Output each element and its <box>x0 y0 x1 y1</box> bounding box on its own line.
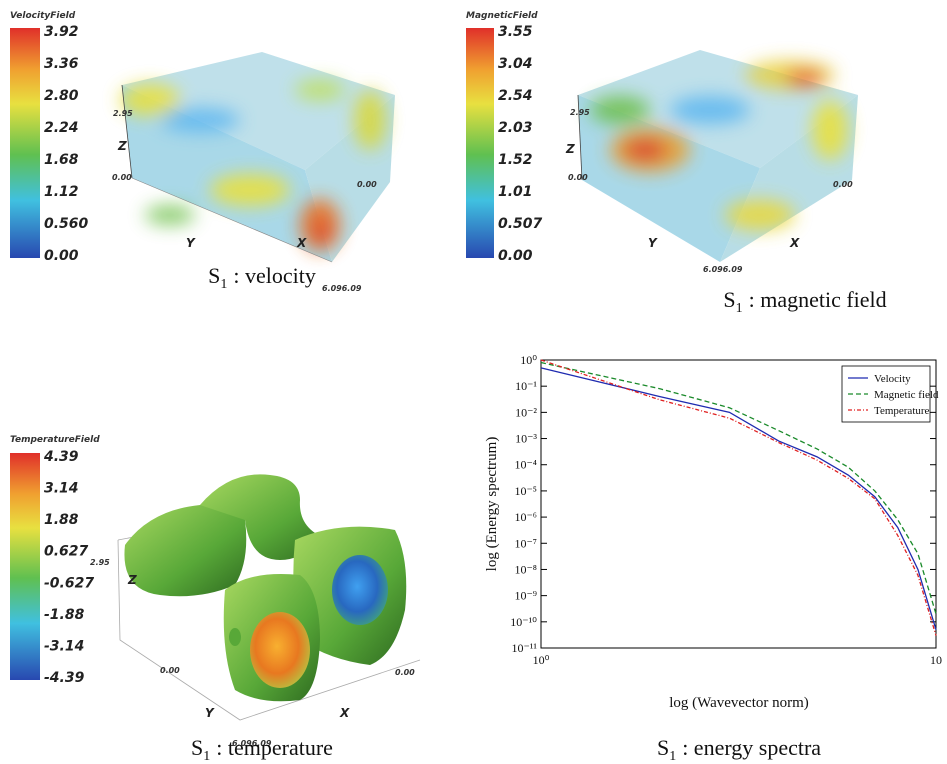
axis-label: X <box>296 236 307 250</box>
colorbar-tick-label: -0.627 <box>44 575 94 591</box>
axis-label: Y <box>186 236 196 250</box>
chart-caption: S1 : energy spectra <box>657 735 821 764</box>
axis-label: 6.096.09 <box>703 265 743 274</box>
colorbar-tick-label: 2.03 <box>498 120 533 136</box>
plot-frame <box>540 359 937 649</box>
x-tick-label: 10⁰ <box>533 653 550 667</box>
y-tick-label: 10⁻⁴ <box>514 458 537 472</box>
colorbar-tick-label: 3.55 <box>498 24 533 40</box>
y-tick-label: 10⁻⁷ <box>514 536 537 550</box>
colorbar-tick-label: 1.52 <box>498 152 533 168</box>
caption-text: : magnetic field <box>749 287 887 312</box>
colorbar-title: MagneticField <box>466 11 538 21</box>
caption-subscript: 1 <box>736 301 743 316</box>
colorbar <box>10 28 40 258</box>
x-axis-label: log (Wavevector norm) <box>669 695 809 711</box>
temperature-render <box>10 453 421 721</box>
colorbar-tick-label: 1.01 <box>498 184 533 200</box>
axis-label: 2.95 <box>90 558 110 567</box>
field-blobs <box>120 80 386 251</box>
colorbar-tick-label: 0.507 <box>498 216 543 232</box>
x-tick-label: 10 <box>930 653 942 667</box>
y-tick-label: 10⁻⁹ <box>514 589 537 603</box>
axis-label: 0.00 <box>112 173 132 182</box>
colorbar-tick-label: 2.24 <box>44 120 79 136</box>
caption-subscript: 1 <box>203 749 210 764</box>
caption-text: : temperature <box>216 735 333 760</box>
axis-label: 6.096.09 <box>232 739 272 748</box>
axis-label: 6.096.09 <box>322 284 362 293</box>
y-tick-label: 10⁻⁸ <box>514 562 537 576</box>
caption-text: : velocity <box>233 263 315 288</box>
caption-symbol: S <box>723 287 735 312</box>
axis-label: 2.95 <box>570 108 590 117</box>
caption-symbol: S <box>191 735 203 760</box>
legend-label: Velocity <box>874 373 911 385</box>
colorbar-tick-label: 3.92 <box>44 24 79 40</box>
axis-label: 0.00 <box>833 180 853 189</box>
colorbar-tick-label: 0.00 <box>498 248 533 264</box>
colorbar-tick-label: 4.39 <box>43 449 79 465</box>
colorbar <box>466 28 494 258</box>
axis-label: Y <box>205 706 215 720</box>
colorbar-tick-label: 1.88 <box>44 512 79 528</box>
colorbar-tick-label: 0.00 <box>44 248 79 264</box>
legend-label: Temperature <box>874 405 930 417</box>
y-axis-label: log (Energy spectrum) <box>484 437 500 572</box>
axis-label: 0.00 <box>568 173 588 182</box>
series-line <box>540 367 937 630</box>
axis-label: Z <box>565 142 575 156</box>
caption: S1 : velocity <box>208 263 316 292</box>
y-tick-label: 10⁻¹¹ <box>511 641 537 655</box>
colorbar-tick-label: -3.14 <box>44 638 84 654</box>
colorbar-tick-label: -1.88 <box>44 607 85 623</box>
colorbar-tick-label: 3.14 <box>44 481 79 497</box>
axis-label: Z <box>117 139 127 153</box>
colorbar-tick-label: 2.54 <box>498 88 533 104</box>
colorbar-tick-label: 1.68 <box>44 152 79 168</box>
y-tick-label: 10⁻¹ <box>515 379 537 393</box>
colorbar-tick-label: 3.36 <box>44 56 79 72</box>
y-tick-label: 10⁻⁶ <box>514 510 537 524</box>
colorbar-tick-label: 0.560 <box>44 216 89 232</box>
colorbar <box>10 453 40 680</box>
axis-label: X <box>339 706 350 720</box>
axis-label: 0.00 <box>357 180 377 189</box>
y-tick-label: 10⁻¹⁰ <box>510 615 537 629</box>
axis-label: 0.00 <box>160 666 180 675</box>
legend-label: Magnetic field <box>874 389 939 401</box>
y-tick-label: 10⁰ <box>520 353 537 367</box>
colorbar-tick-label: 1.12 <box>44 184 79 200</box>
velocity-render <box>10 28 395 263</box>
colorbar-tick-label: 3.04 <box>498 56 533 72</box>
caption: S1 : magnetic field <box>723 287 886 316</box>
caption: S1 : temperature <box>191 735 333 764</box>
caption-subscript: 1 <box>669 749 676 764</box>
axis-label: 2.95 <box>113 109 133 118</box>
magnetic-render <box>466 28 858 262</box>
caption-subscript: 1 <box>220 277 227 292</box>
colorbar-tick-label: 0.627 <box>44 544 89 560</box>
y-tick-label: 10⁻⁵ <box>514 484 537 498</box>
colorbar-title: VelocityField <box>10 11 76 21</box>
caption-text: : energy spectra <box>682 735 821 760</box>
colorbar-title: TemperatureField <box>10 435 100 445</box>
axis-label: Z <box>127 573 137 587</box>
series-line <box>540 361 937 615</box>
series-line <box>540 359 937 636</box>
y-tick-label: 10⁻³ <box>515 432 537 446</box>
caption-symbol: S <box>208 263 220 288</box>
iso-surface <box>124 504 247 597</box>
caption-symbol: S <box>657 735 669 760</box>
colorbar-tick-label: -4.39 <box>44 670 85 686</box>
axis-label: 0.00 <box>395 668 415 677</box>
iso-surface <box>200 474 330 560</box>
axis-label: Y <box>648 236 658 250</box>
axis-label: X <box>789 236 800 250</box>
colorbar-tick-label: 2.80 <box>44 88 79 104</box>
field-blobs <box>590 61 848 230</box>
y-tick-label: 10⁻² <box>515 405 537 419</box>
cube-left <box>122 85 332 262</box>
